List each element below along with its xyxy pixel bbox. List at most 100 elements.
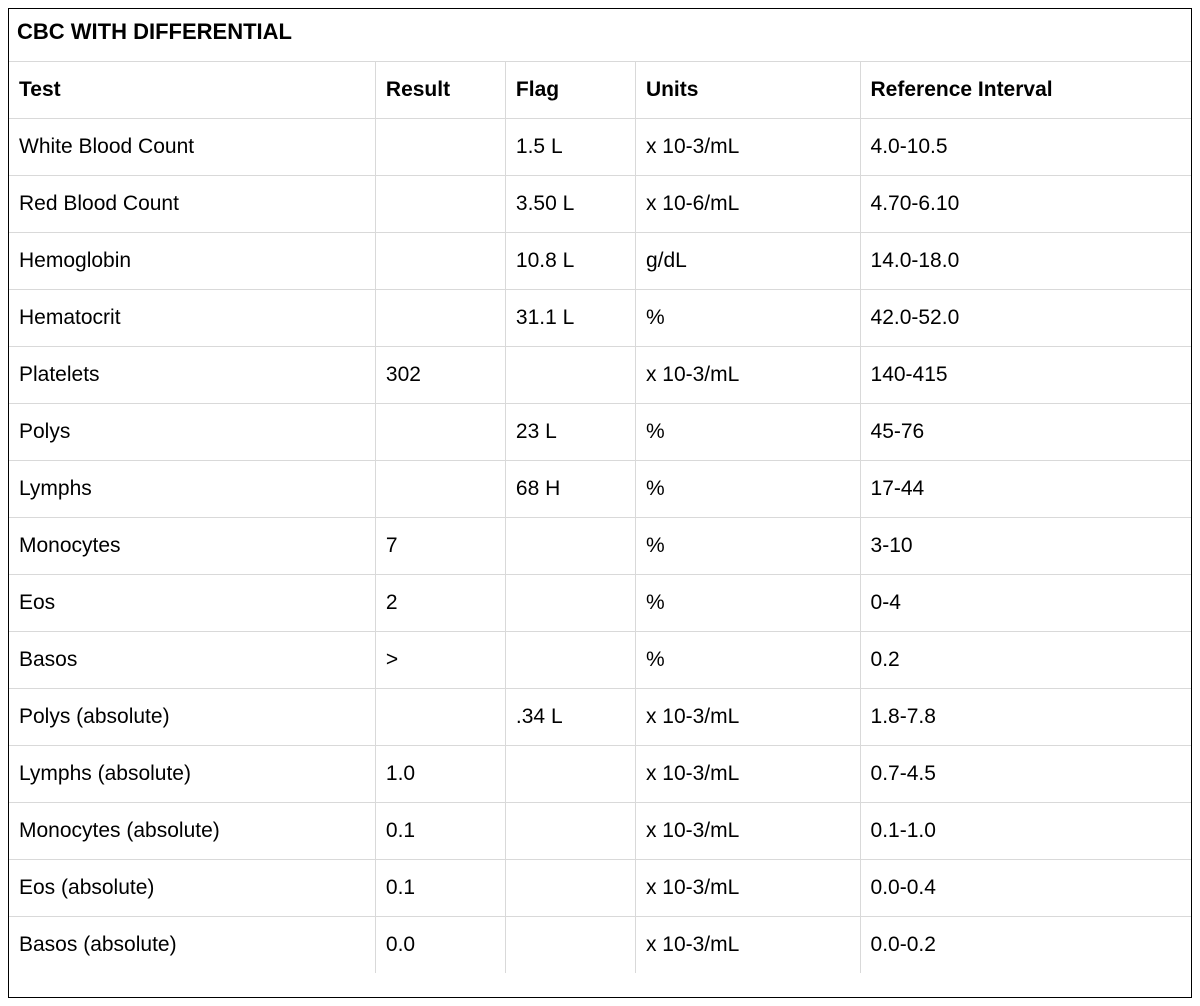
cell-units: % <box>635 518 860 575</box>
cell-result <box>375 119 505 176</box>
cell-units: x 10-3/mL <box>635 119 860 176</box>
cbc-table-body: White Blood Count1.5 Lx 10-3/mL4.0-10.5R… <box>9 119 1191 974</box>
cell-test: Eos (absolute) <box>9 860 375 917</box>
cell-units: x 10-3/mL <box>635 746 860 803</box>
cell-units: x 10-6/mL <box>635 176 860 233</box>
table-row: Hematocrit 31.1 L%42.0-52.0 <box>9 290 1191 347</box>
cell-ref: 3-10 <box>860 518 1191 575</box>
cell-flag <box>505 803 635 860</box>
cell-units: x 10-3/mL <box>635 860 860 917</box>
cell-flag: 3.50 L <box>505 176 635 233</box>
cell-result: 0.1 <box>375 803 505 860</box>
cell-test: Polys (absolute) <box>9 689 375 746</box>
cell-ref: 42.0-52.0 <box>860 290 1191 347</box>
cell-units: % <box>635 632 860 689</box>
cell-test: Lymphs <box>9 461 375 518</box>
table-row: Monocytes7%3-10 <box>9 518 1191 575</box>
lab-report-container: CBC WITH DIFFERENTIAL Test Result Flag U… <box>8 8 1192 998</box>
cell-result <box>375 176 505 233</box>
cell-units: % <box>635 461 860 518</box>
col-header-result: Result <box>375 62 505 119</box>
cell-result: 7 <box>375 518 505 575</box>
cell-ref: 0.2 <box>860 632 1191 689</box>
cell-ref: 0.0-0.4 <box>860 860 1191 917</box>
cell-flag <box>505 575 635 632</box>
cell-result: 1.0 <box>375 746 505 803</box>
cell-ref: 14.0-18.0 <box>860 233 1191 290</box>
cell-test: Eos <box>9 575 375 632</box>
cell-test: Basos <box>9 632 375 689</box>
table-row: Hemoglobin 10.8 Lg/dL14.0-18.0 <box>9 233 1191 290</box>
cell-test: Monocytes <box>9 518 375 575</box>
cell-result <box>375 233 505 290</box>
cell-test: Polys <box>9 404 375 461</box>
cell-flag: .34 L <box>505 689 635 746</box>
cell-result <box>375 689 505 746</box>
cell-ref: 0.1-1.0 <box>860 803 1191 860</box>
col-header-ref: Reference Interval <box>860 62 1191 119</box>
cell-ref: 45-76 <box>860 404 1191 461</box>
cell-flag <box>505 632 635 689</box>
cell-test: Red Blood Count <box>9 176 375 233</box>
cell-test: Monocytes (absolute) <box>9 803 375 860</box>
cell-flag <box>505 917 635 974</box>
cell-result <box>375 290 505 347</box>
cell-test: Hematocrit <box>9 290 375 347</box>
cell-flag: 31.1 L <box>505 290 635 347</box>
cell-ref: 0.0-0.2 <box>860 917 1191 974</box>
cell-units: % <box>635 290 860 347</box>
cell-test: White Blood Count <box>9 119 375 176</box>
table-row: Lymphs 68 H%17-44 <box>9 461 1191 518</box>
cell-test: Basos (absolute) <box>9 917 375 974</box>
cell-flag: 10.8 L <box>505 233 635 290</box>
cell-result: 302 <box>375 347 505 404</box>
table-row: Basos (absolute)0.0 x 10-3/mL0.0-0.2 <box>9 917 1191 974</box>
cell-flag <box>505 347 635 404</box>
table-row: Lymphs (absolute)1.0 x 10-3/mL0.7-4.5 <box>9 746 1191 803</box>
col-header-units: Units <box>635 62 860 119</box>
cell-result: 0.1 <box>375 860 505 917</box>
cell-ref: 0-4 <box>860 575 1191 632</box>
cell-flag <box>505 746 635 803</box>
table-row: White Blood Count 1.5 Lx 10-3/mL4.0-10.5 <box>9 119 1191 176</box>
cell-ref: 4.70-6.10 <box>860 176 1191 233</box>
cell-ref: 0.7-4.5 <box>860 746 1191 803</box>
table-row: Red Blood Count 3.50 Lx 10-6/mL4.70-6.10 <box>9 176 1191 233</box>
cell-ref: 4.0-10.5 <box>860 119 1191 176</box>
cell-ref: 140-415 <box>860 347 1191 404</box>
cbc-table: Test Result Flag Units Reference Interva… <box>9 61 1191 973</box>
cell-test: Hemoglobin <box>9 233 375 290</box>
cell-result: 0.0 <box>375 917 505 974</box>
cell-flag: 1.5 L <box>505 119 635 176</box>
cell-result: 2 <box>375 575 505 632</box>
cell-ref: 17-44 <box>860 461 1191 518</box>
table-row: Monocytes (absolute)0.1 x 10-3/mL0.1-1.0 <box>9 803 1191 860</box>
table-row: Eos (absolute)0.1 x 10-3/mL0.0-0.4 <box>9 860 1191 917</box>
cell-flag: 68 H <box>505 461 635 518</box>
col-header-test: Test <box>9 62 375 119</box>
cell-ref: 1.8-7.8 <box>860 689 1191 746</box>
table-header-row: Test Result Flag Units Reference Interva… <box>9 62 1191 119</box>
cell-units: g/dL <box>635 233 860 290</box>
col-header-flag: Flag <box>505 62 635 119</box>
cell-result <box>375 404 505 461</box>
cell-flag: 23 L <box>505 404 635 461</box>
cell-units: x 10-3/mL <box>635 917 860 974</box>
table-row: Basos>%0.2 <box>9 632 1191 689</box>
cell-units: x 10-3/mL <box>635 347 860 404</box>
cell-test: Platelets <box>9 347 375 404</box>
table-row: Platelets302 x 10-3/mL140-415 <box>9 347 1191 404</box>
cell-result <box>375 461 505 518</box>
cell-units: x 10-3/mL <box>635 803 860 860</box>
cell-flag <box>505 860 635 917</box>
table-row: Polys (absolute) .34 Lx 10-3/mL1.8-7.8 <box>9 689 1191 746</box>
cell-flag <box>505 518 635 575</box>
cell-units: % <box>635 575 860 632</box>
report-title: CBC WITH DIFFERENTIAL <box>9 9 1191 61</box>
cell-units: x 10-3/mL <box>635 689 860 746</box>
table-row: Polys 23 L%45-76 <box>9 404 1191 461</box>
cell-units: % <box>635 404 860 461</box>
cell-result: > <box>375 632 505 689</box>
cell-test: Lymphs (absolute) <box>9 746 375 803</box>
table-row: Eos2%0-4 <box>9 575 1191 632</box>
